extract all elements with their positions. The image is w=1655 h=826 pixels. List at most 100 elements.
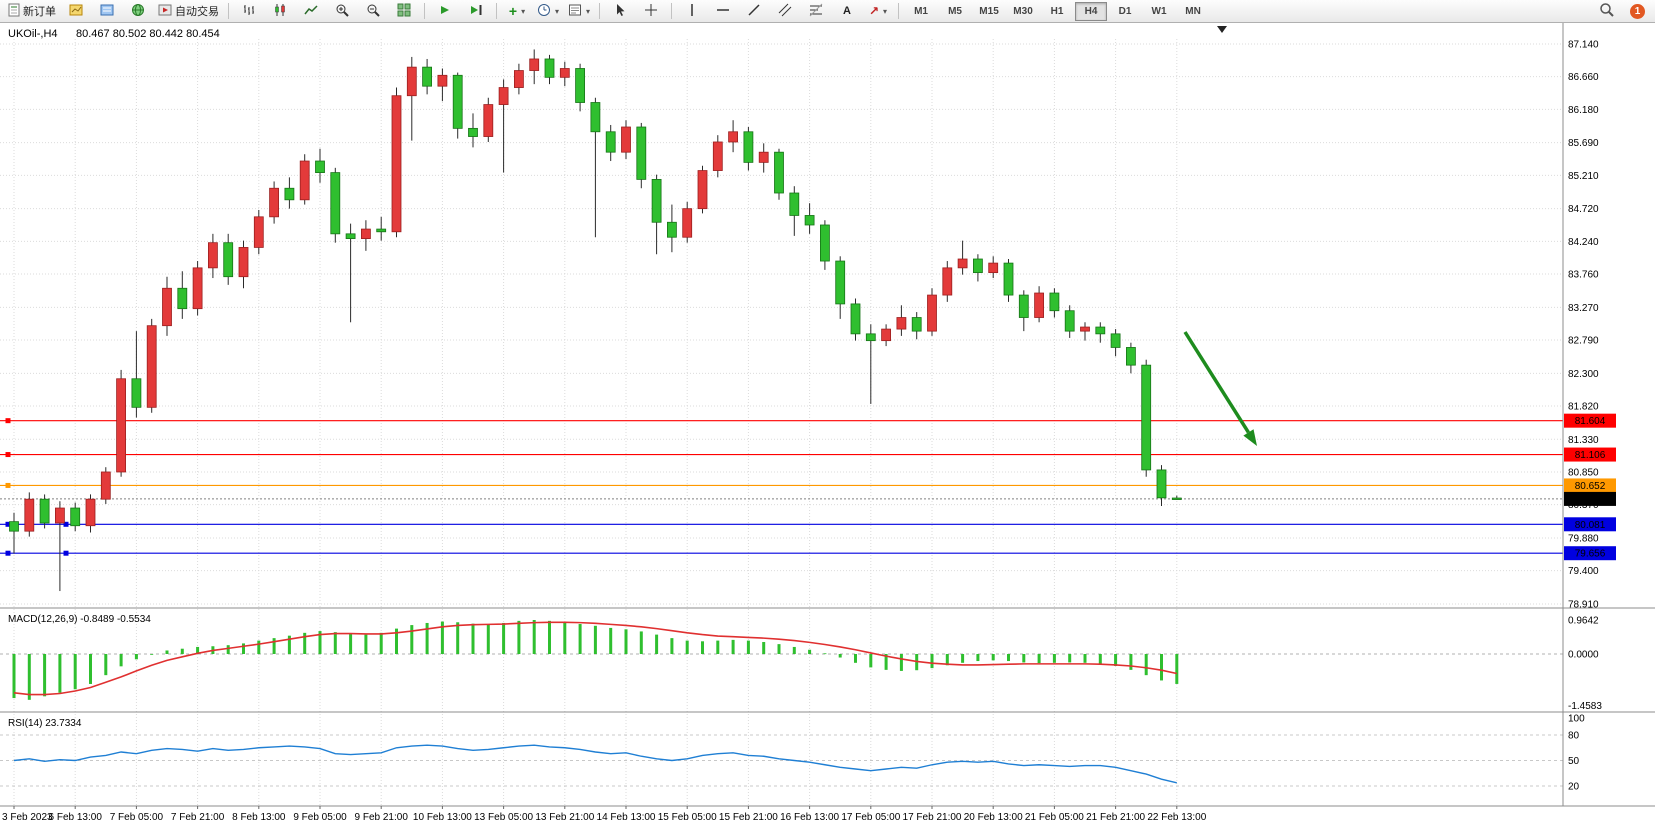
timeframe-button-m30[interactable]: M30 [1013,5,1033,17]
macd-histogram-bar [257,640,261,654]
macd-histogram-bar [746,640,750,654]
panel-borders [0,23,1655,807]
line-handle[interactable] [63,521,69,527]
candle-body [697,170,708,210]
price-badge-label: 81.106 [1575,450,1606,461]
toolbar-separator [424,3,425,19]
macd-histogram-bar [884,654,888,670]
crosshair-button[interactable] [636,1,666,22]
macd-histogram-bar [134,654,138,660]
time-axis-label: 16 Feb 13:00 [780,812,839,823]
macd-histogram-bar [945,654,949,666]
timeframe-button-w1[interactable]: W1 [1151,5,1167,17]
macd-histogram-bar [808,649,812,654]
candle-body [146,325,157,408]
zoom-out-button[interactable] [358,1,388,22]
text-tool-button[interactable]: A [832,1,862,22]
line-handle[interactable] [5,418,11,424]
add-indicator-button[interactable]: + ▾ [502,1,532,22]
macd-histogram-bar [655,634,659,654]
macd-histogram-bar [991,654,995,661]
price-badge [1564,478,1616,493]
macd-axis-label: -1.4583 [1568,701,1602,712]
candle-body [651,178,662,223]
tile-windows-button[interactable] [389,1,419,22]
candle-body [1110,333,1121,348]
candle-body [544,58,555,78]
cursor-button[interactable] [605,1,635,22]
candle-body [514,70,524,88]
price-badge-label: 80.081 [1575,520,1606,531]
fibonacci-tool-button[interactable] [801,1,831,22]
macd-histogram-bar [364,634,368,654]
trend-arrow-line[interactable] [1183,331,1250,434]
candle-body [238,247,249,278]
timeframe-button-mn[interactable]: MN [1185,5,1201,17]
macd-indicator-label: MACD(12,26,9) -0.8489 -0.5534 [8,614,151,625]
candlestick-chart-button[interactable] [265,1,295,22]
candle-body [621,126,631,153]
chart-shift-button[interactable] [461,1,491,22]
search-button[interactable] [1591,1,1621,22]
axis-layer[interactable]: 87.140 86.660 86.180 85.690 85.210 84.720 84.2… [2,40,1616,824]
macd-histogram-bar [976,654,980,662]
time-axis-label: 6 Feb 13:00 [49,812,103,823]
candle-body [1141,364,1152,471]
vertical-line-tool-button[interactable] [677,1,707,22]
line-handle[interactable] [5,482,11,488]
new-order-button[interactable]: 新订单 [4,2,60,21]
candle-body [865,333,876,342]
chart-shift-marker[interactable] [1217,26,1227,33]
timeframe-button-m15[interactable]: M15 [979,5,999,17]
price-axis-label: 87.140 [1568,40,1599,51]
line-handle[interactable] [63,550,69,556]
price-axis-label: 80.850 [1568,467,1599,478]
candle-body [1034,292,1044,318]
macd-histogram-bar [685,640,689,654]
timeframe-button-m1[interactable]: M1 [914,5,928,17]
trend-arrow-head[interactable] [1243,429,1257,446]
notification-badge[interactable]: 1 [1630,3,1645,19]
line-handle[interactable] [5,452,11,458]
time-axis-label: 9 Feb 21:00 [355,812,409,823]
periods-button[interactable]: ▾ [533,1,563,22]
price-badge-label: 79.656 [1575,549,1606,560]
line-handle[interactable] [5,550,11,556]
macd-histogram-bar [395,628,398,654]
candle-body [131,378,142,408]
timeframe-button-d1[interactable]: D1 [1118,5,1132,17]
macd-histogram-bar [961,654,965,663]
auto-scroll-button[interactable] [430,1,460,22]
cursor-icon [613,3,627,20]
candle-body [667,221,677,238]
macd-histogram-bar [762,642,766,654]
trendline-tool-button[interactable] [739,1,769,22]
time-axis-label: 21 Feb 05:00 [1025,812,1084,823]
arrows-tool-button[interactable]: ↗ ▾ [863,1,893,22]
channel-tool-button[interactable] [770,1,800,22]
zoom-in-button[interactable] [327,1,357,22]
line-handle[interactable] [5,521,11,527]
chart-window-button[interactable] [61,1,91,22]
bar-chart-button[interactable] [234,1,264,22]
timeframe-button-m5[interactable]: M5 [948,5,962,17]
line-chart-button[interactable] [296,1,326,22]
navigator-button[interactable] [123,1,153,22]
time-axis-label: 13 Feb 21:00 [535,812,594,823]
timeframe-button-h1[interactable]: H1 [1050,5,1064,17]
market-watch-button[interactable] [92,1,122,22]
templates-button[interactable]: ▾ [564,1,594,22]
macd-histogram-bar [303,632,307,654]
chart-symbol-title: UKOil-,H4 [8,28,58,40]
time-axis-label: 7 Feb 21:00 [171,812,225,823]
horizontal-line-tool-button[interactable] [708,1,738,22]
price-badge [1564,491,1616,506]
price-badge-label: 81.604 [1575,416,1606,427]
time-axis-label: 20 Feb 13:00 [964,812,1023,823]
chart-canvas[interactable]: 87.140 86.660 86.180 85.690 85.210 84.720 84.2… [0,23,1655,826]
candle-body [1171,497,1182,500]
macd-axis-label: 0.9642 [1568,616,1599,627]
macd-histogram-bar [471,623,475,654]
autotrading-button[interactable]: 自动交易 [154,2,223,21]
timeframe-button-h4[interactable]: H4 [1075,1,1108,21]
